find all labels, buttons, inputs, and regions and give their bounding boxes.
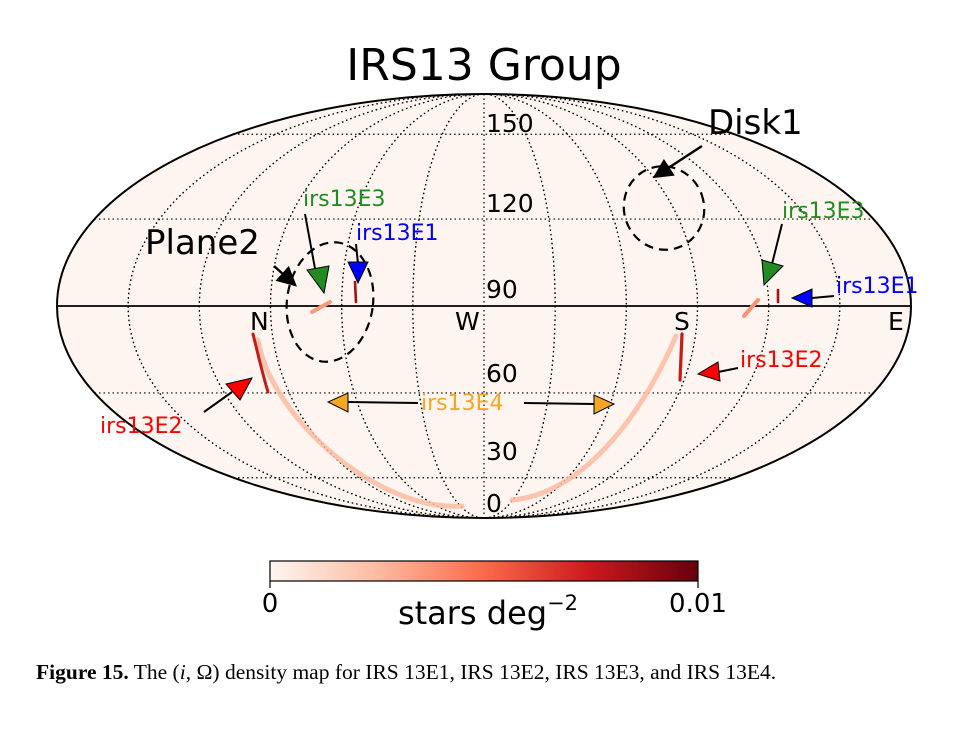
disk1-arrow [652, 144, 703, 179]
irs13e3-label-left: irs13E3 [303, 187, 386, 212]
map-outline [56, 93, 912, 519]
figure-caption: Figure 15. The (i, Ω) density map for IR… [36, 658, 952, 687]
irs13e3-label-right: irs13E3 [782, 199, 865, 224]
irs13e2-streak-left [251, 332, 270, 394]
inclination-ticks: 150 120 90 60 30 0 [486, 109, 534, 518]
irs13e4-arrow-left-head [326, 392, 349, 413]
irs13e4-label: irs13E4 [421, 391, 504, 416]
irs13e4-arrow-right-head [593, 394, 616, 415]
meridian-8 [269, 94, 699, 518]
plane2-label: Plane2 [145, 223, 260, 263]
irs13e1-arrow-left-shaft [355, 243, 359, 265]
irs13e4-arrow-right-shaft [523, 402, 595, 405]
irs13e2-label-left: irs13E2 [100, 414, 183, 439]
meridian-10 [127, 94, 841, 518]
caption-inclination-symbol: i [179, 660, 186, 684]
caption-text-2: , Ω) density map for IRS 13E1, IRS 13E2,… [185, 660, 777, 684]
direction-label-w: W [455, 307, 480, 336]
colorbar-label-exponent: −2 [547, 591, 578, 615]
colorbar-min-label: 0 [262, 589, 279, 619]
irs13e2-arrow-right-head [696, 361, 721, 382]
colorbar-label-main: stars deg [398, 594, 547, 632]
irs13e1-arrow-left-head [347, 261, 369, 285]
irs13e3-blob-right [742, 298, 760, 318]
disk1-outline [622, 165, 706, 251]
irs13e3-arrow-left-shaft [304, 213, 317, 275]
irs13e1-arrow-right-head [790, 288, 813, 308]
tick-label-90: 90 [486, 275, 518, 304]
irs13e4-arrow-left-shaft [347, 401, 419, 404]
colorbar [269, 560, 699, 582]
irs13e4-arc-right [509, 333, 679, 503]
meridian-9 [198, 94, 770, 518]
plane2-outline [285, 241, 375, 363]
graticule [57, 94, 911, 518]
irs13e3-blob-left [310, 300, 332, 314]
colorbar-max-label: 0.01 [669, 589, 727, 619]
irs13e3-arrow-left-head [306, 265, 330, 295]
plane2-arrow [273, 265, 297, 287]
irs13e3-arrow-right-head [761, 259, 784, 287]
irs13e2-arrow-left-head [225, 377, 253, 401]
direction-label-e: E [888, 307, 904, 336]
direction-labels: N W S E [250, 307, 904, 336]
irs13e2-streak-right [678, 332, 684, 382]
caption-text-1: The ( [128, 660, 180, 684]
direction-label-s: S [674, 307, 690, 336]
tick-label-0: 0 [486, 489, 502, 518]
density-features [251, 280, 780, 509]
irs13e1-label-left: irs13E1 [356, 221, 439, 246]
chart-title: IRS13 Group [346, 40, 621, 91]
irs13e2-arrow-right-shaft [717, 367, 739, 373]
direction-label-n: N [250, 307, 269, 336]
tick-label-120: 120 [486, 189, 534, 218]
irs13e1-arrow-right-shaft [811, 295, 835, 299]
irs13e2-label-right: irs13E2 [740, 348, 823, 373]
irs13e1-streak-left [353, 280, 358, 304]
colorbar-axis-label: stars deg−2 [398, 591, 578, 632]
meridian-6 [412, 94, 556, 518]
irs13e1-label-right: irs13E1 [836, 274, 919, 299]
tick-label-60: 60 [486, 359, 518, 388]
irs13e3-arrow-right-shaft [771, 223, 783, 265]
caption-label: Figure 15. [36, 660, 129, 684]
irs13e4-arc-left [255, 337, 465, 509]
disk1-label: Disk1 [708, 103, 803, 143]
tick-label-150: 150 [486, 109, 534, 138]
tick-label-30: 30 [486, 437, 518, 466]
irs13e2-arrow-left-shaft [203, 391, 233, 413]
